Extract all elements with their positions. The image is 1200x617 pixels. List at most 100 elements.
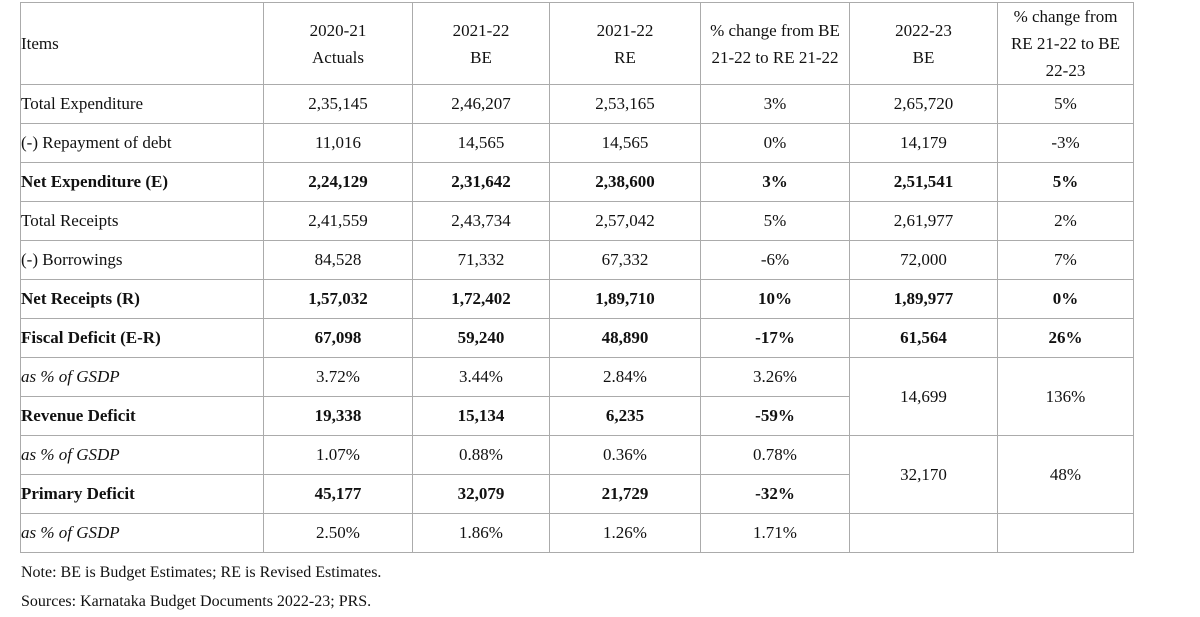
cell-value: 19,338 — [263, 396, 413, 436]
cell-value: 2,43,734 — [412, 201, 550, 241]
cell-value: 84,528 — [263, 240, 413, 280]
cell-value: -6% — [700, 240, 850, 280]
cell-value: 48,890 — [549, 318, 701, 358]
empty-cell — [849, 513, 998, 553]
cell-value: 1,72,402 — [412, 279, 550, 319]
table-row-net-receipts: Net Receipts (R) 1,57,032 1,72,402 1,89,… — [20, 279, 1134, 319]
cell-value: -17% — [700, 318, 850, 358]
row-label: Primary Deficit — [20, 474, 264, 514]
column-header-2022-23-be: 2022-23 BE — [849, 2, 998, 85]
cell-value: 5% — [700, 201, 850, 241]
cell-value: 15,134 — [412, 396, 550, 436]
cell-value: 0% — [700, 123, 850, 163]
column-header-2021-22-re: 2021-22 RE — [549, 2, 701, 85]
row-label: as % of GSDP — [20, 435, 264, 475]
cell-value: -32% — [700, 474, 850, 514]
cell-value: 61,564 — [849, 318, 998, 358]
cell-value: 2,61,977 — [849, 201, 998, 241]
cell-value: 14,179 — [849, 123, 998, 163]
cell-value: 0.88% — [412, 435, 550, 475]
column-header-items: Items — [20, 2, 264, 85]
row-label: Revenue Deficit — [20, 396, 264, 436]
table-header-row: Items 2020-21 Actuals 2021-22 BE 2021-22… — [20, 2, 1134, 85]
cell-value: 2,51,541 — [849, 162, 998, 202]
column-header-2020-21-actuals: 2020-21 Actuals — [263, 2, 413, 85]
cell-value: 3% — [700, 162, 850, 202]
cell-value: 32,079 — [412, 474, 550, 514]
cell-value: 2,24,129 — [263, 162, 413, 202]
table-row-primary-deficit-gsdp: as % of GSDP 2.50% 1.86% 1.26% 1.71% — [20, 513, 1134, 553]
empty-cell — [997, 513, 1134, 553]
note-text: Note: BE is Budget Estimates; RE is Revi… — [21, 564, 382, 581]
budget-table: Items 2020-21 Actuals 2021-22 BE 2021-22… — [20, 2, 1134, 553]
column-header-pct-change-be-re: % change from BE 21-22 to RE 21-22 — [700, 2, 850, 85]
cell-value-revenue-deficit-2022-23-be: 14,699 — [849, 357, 998, 436]
cell-value: 1.26% — [549, 513, 701, 553]
cell-value: 26% — [997, 318, 1134, 358]
cell-value: 2.50% — [263, 513, 413, 553]
cell-value-primary-deficit-pct-change: 48% — [997, 435, 1134, 514]
cell-value: 5% — [997, 162, 1134, 202]
cell-value: 1,89,977 — [849, 279, 998, 319]
table-row-borrowings: (-) Borrowings 84,528 71,332 67,332 -6% … — [20, 240, 1134, 280]
row-label: Net Expenditure (E) — [20, 162, 264, 202]
table-row-total-receipts: Total Receipts 2,41,559 2,43,734 2,57,04… — [20, 201, 1134, 241]
cell-value: -59% — [700, 396, 850, 436]
cell-value: 67,098 — [263, 318, 413, 358]
cell-value: 6,235 — [549, 396, 701, 436]
cell-value: 5% — [997, 84, 1134, 124]
cell-value: 2.84% — [549, 357, 701, 397]
cell-value: 2,65,720 — [849, 84, 998, 124]
cell-value: 2% — [997, 201, 1134, 241]
cell-value: 71,332 — [412, 240, 550, 280]
cell-value: 3.72% — [263, 357, 413, 397]
cell-value: 1,89,710 — [549, 279, 701, 319]
cell-value: 45,177 — [263, 474, 413, 514]
sources-text: Sources: Karnataka Budget Documents 2022… — [21, 593, 372, 610]
cell-value: 14,565 — [549, 123, 701, 163]
cell-value: 1.86% — [412, 513, 550, 553]
cell-value-revenue-deficit-pct-change: 136% — [997, 357, 1134, 436]
cell-value: 59,240 — [412, 318, 550, 358]
cell-value: 3% — [700, 84, 850, 124]
cell-value: 67,332 — [549, 240, 701, 280]
row-label: as % of GSDP — [20, 357, 264, 397]
table-row-revenue-deficit-gsdp: as % of GSDP 1.07% 0.88% 0.36% 0.78% 32,… — [20, 435, 1134, 514]
cell-value: 2,31,642 — [412, 162, 550, 202]
cell-value: 1.71% — [700, 513, 850, 553]
cell-value: 2,53,165 — [549, 84, 701, 124]
cell-value: 2,57,042 — [549, 201, 701, 241]
row-label: Fiscal Deficit (E-R) — [20, 318, 264, 358]
cell-value: 3.44% — [412, 357, 550, 397]
cell-value-primary-deficit-2022-23-be: 32,170 — [849, 435, 998, 514]
cell-value: 11,016 — [263, 123, 413, 163]
cell-value: 2,35,145 — [263, 84, 413, 124]
cell-value: 0.36% — [549, 435, 701, 475]
row-label: (-) Borrowings — [20, 240, 264, 280]
table-row-primary-deficit: Primary Deficit 45,177 32,079 21,729 -32… — [20, 474, 1134, 514]
table-row-net-expenditure: Net Expenditure (E) 2,24,129 2,31,642 2,… — [20, 162, 1134, 202]
cell-value: 14,565 — [412, 123, 550, 163]
table-row-total-expenditure: Total Expenditure 2,35,145 2,46,207 2,53… — [20, 84, 1134, 124]
table-row-fiscal-deficit-gsdp: as % of GSDP 3.72% 3.44% 2.84% 3.26% 14,… — [20, 357, 1134, 436]
cell-value: 0.78% — [700, 435, 850, 475]
cell-value: -3% — [997, 123, 1134, 163]
cell-value: 72,000 — [849, 240, 998, 280]
cell-value: 3.26% — [700, 357, 850, 397]
cell-value: 21,729 — [549, 474, 701, 514]
row-label: (-) Repayment of debt — [20, 123, 264, 163]
row-label: Total Expenditure — [20, 84, 264, 124]
row-label: as % of GSDP — [20, 513, 264, 553]
table-row-revenue-deficit: Revenue Deficit 19,338 15,134 6,235 -59% — [20, 396, 1134, 436]
cell-value: 1.07% — [263, 435, 413, 475]
cell-value: 2,41,559 — [263, 201, 413, 241]
table-row-fiscal-deficit: Fiscal Deficit (E-R) 67,098 59,240 48,89… — [20, 318, 1134, 358]
cell-value: 10% — [700, 279, 850, 319]
cell-value: 1,57,032 — [263, 279, 413, 319]
row-label: Net Receipts (R) — [20, 279, 264, 319]
cell-value: 7% — [997, 240, 1134, 280]
column-header-pct-change-re-be: % change from RE 21-22 to BE 22-23 — [997, 2, 1134, 85]
table-row-repayment-of-debt: (-) Repayment of debt 11,016 14,565 14,5… — [20, 123, 1134, 163]
cell-value: 0% — [997, 279, 1134, 319]
